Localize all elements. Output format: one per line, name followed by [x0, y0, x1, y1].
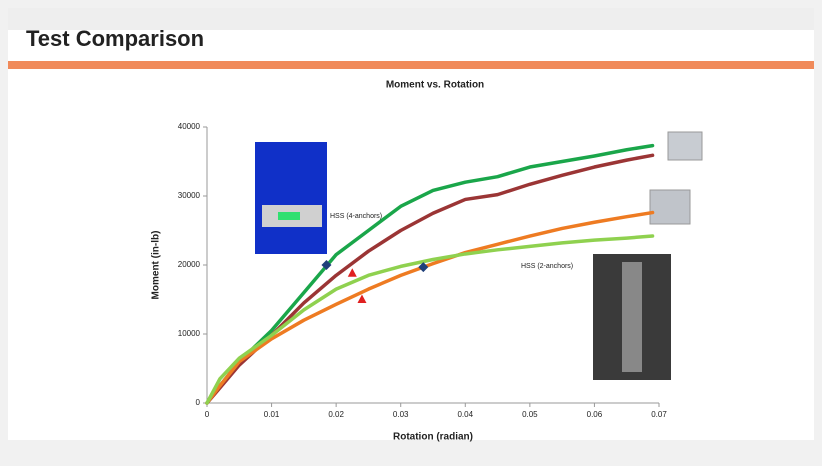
x-tick-label: 0.02: [328, 410, 344, 419]
page: Test Comparison Moment vs. Rotation Rota…: [0, 0, 822, 466]
bracket-image-top: [668, 132, 702, 160]
y-tick-label: 40000: [178, 122, 201, 131]
bracket-image-bottom: [650, 190, 690, 224]
y-tick-label: 0: [196, 398, 201, 407]
slide-title: Test Comparison: [26, 26, 204, 51]
y-tick-label: 20000: [178, 260, 201, 269]
x-tick-label: 0.03: [393, 410, 409, 419]
x-axis-label: Rotation (radian): [393, 432, 473, 443]
y-tick-label: 30000: [178, 191, 201, 200]
accent-bar: [8, 61, 814, 69]
x-tick-label: 0.04: [457, 410, 473, 419]
slide: Test Comparison Moment vs. Rotation Rota…: [0, 0, 822, 466]
fe-model-image: [255, 142, 327, 254]
x-tick-label: 0.06: [587, 410, 603, 419]
y-axis-label: Moment (in-lb): [151, 231, 162, 300]
x-tick-label: 0: [205, 410, 210, 419]
x-tick-label: 0.01: [264, 410, 280, 419]
annotation: HSS (2-anchors): [521, 263, 573, 270]
x-tick-label: 0.07: [651, 410, 667, 419]
y-tick-label: 10000: [178, 329, 201, 338]
chart-title: Moment vs. Rotation: [386, 80, 484, 91]
x-tick-label: 0.05: [522, 410, 538, 419]
annotation: HSS (4-anchors): [330, 213, 382, 220]
test-photo: [593, 254, 671, 380]
